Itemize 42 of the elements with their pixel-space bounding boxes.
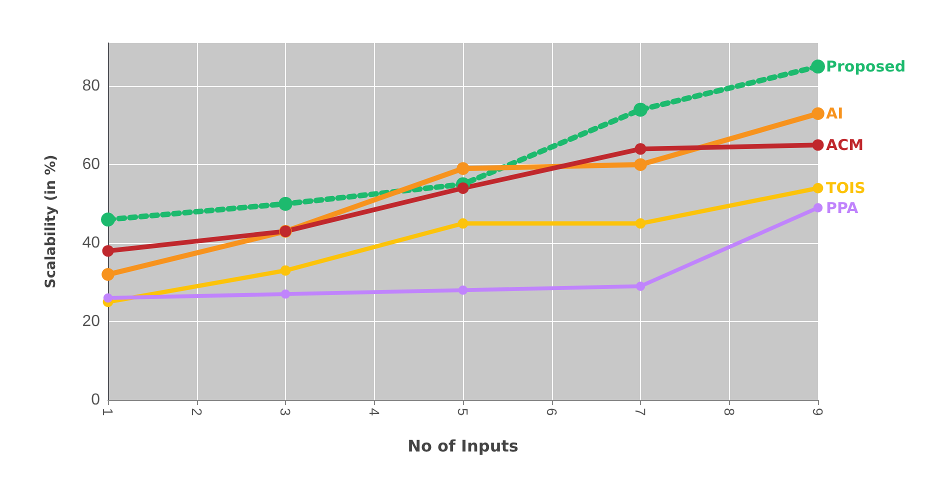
- x-tick-label: 2: [188, 408, 205, 416]
- x-tick-label: 3: [278, 408, 294, 416]
- x-tick-label: 9: [810, 408, 826, 416]
- series-label: Proposed: [826, 58, 906, 76]
- point: [634, 158, 647, 172]
- point: [278, 196, 292, 211]
- point: [102, 268, 114, 281]
- series-label: TOIS: [826, 179, 866, 198]
- point: [635, 218, 646, 229]
- x-tick-label: 7: [632, 408, 648, 416]
- point: [456, 162, 470, 175]
- y-tick-label: 0: [91, 392, 100, 408]
- point: [458, 218, 468, 229]
- series-label: AI: [826, 104, 844, 123]
- x-tick-label: 5: [455, 408, 471, 416]
- y-tick-label: 80: [82, 78, 100, 95]
- point: [101, 212, 115, 227]
- point: [812, 139, 824, 151]
- x-tick-label: 1: [100, 408, 116, 416]
- point: [812, 182, 824, 194]
- point: [102, 245, 114, 257]
- series-label: ACM: [826, 136, 864, 154]
- x-axis-title: No of Inputs: [408, 436, 518, 456]
- point: [812, 107, 824, 120]
- point: [634, 143, 646, 155]
- x-tick-label: 6: [544, 408, 560, 416]
- y-axis-title: Scalability (in %): [43, 154, 59, 288]
- point: [811, 60, 825, 74]
- x-tick-label: 8: [721, 408, 738, 416]
- point: [457, 182, 469, 194]
- y-tick-label: 40: [82, 234, 100, 252]
- point: [634, 102, 648, 117]
- point: [103, 293, 113, 303]
- y-tick-label: 20: [82, 313, 100, 330]
- point: [280, 265, 291, 276]
- point: [636, 282, 646, 291]
- y-tick-label: 60: [82, 156, 100, 174]
- series-label: PPA: [826, 198, 859, 217]
- point: [280, 289, 290, 299]
- x-tick-label: 4: [366, 408, 382, 416]
- point: [458, 286, 468, 295]
- point: [813, 203, 823, 212]
